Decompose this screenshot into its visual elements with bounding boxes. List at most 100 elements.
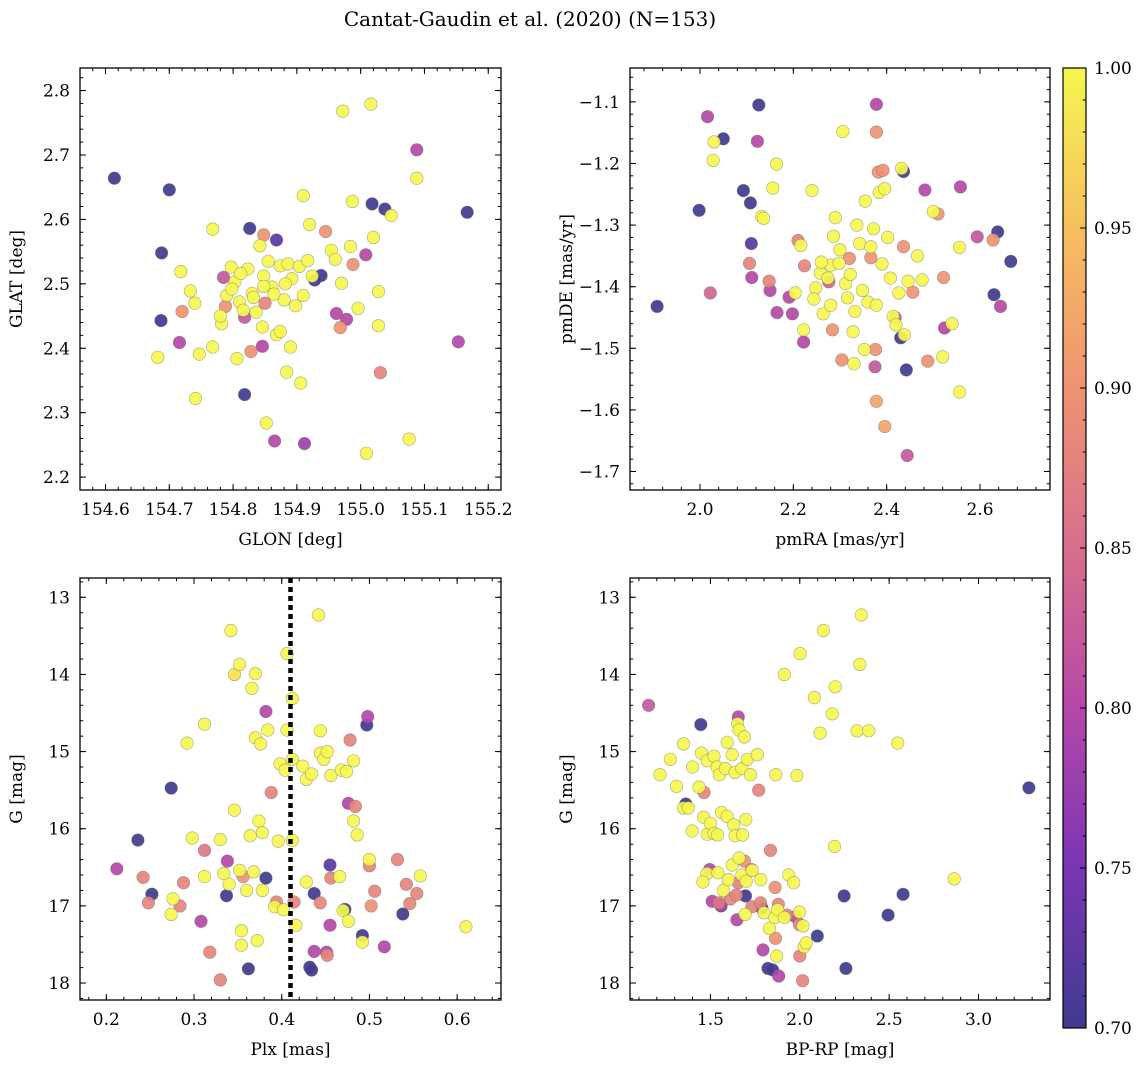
data-point bbox=[918, 183, 932, 197]
data-point bbox=[188, 296, 202, 310]
data-point bbox=[183, 284, 197, 298]
data-point bbox=[763, 843, 778, 857]
data-point bbox=[410, 886, 424, 901]
y-tick-label: −1.4 bbox=[579, 278, 620, 298]
data-point bbox=[248, 667, 262, 681]
data-point bbox=[750, 134, 765, 148]
data-point bbox=[155, 246, 169, 260]
data-point bbox=[889, 318, 903, 332]
data-point bbox=[273, 324, 287, 339]
data-point bbox=[255, 320, 270, 334]
data-point bbox=[857, 342, 871, 357]
data-point bbox=[825, 323, 840, 337]
y-tick-label: 16 bbox=[598, 820, 620, 840]
data-point bbox=[410, 171, 424, 185]
axes-frame bbox=[629, 577, 1051, 1001]
data-point bbox=[766, 181, 780, 195]
data-point bbox=[220, 854, 234, 868]
data-point bbox=[403, 896, 417, 911]
data-point bbox=[305, 767, 319, 781]
data-point bbox=[926, 204, 940, 219]
data-point bbox=[362, 852, 377, 867]
data-point bbox=[891, 736, 905, 750]
data-point bbox=[261, 254, 275, 268]
data-point bbox=[694, 717, 708, 732]
data-point bbox=[459, 920, 473, 934]
data-point bbox=[305, 269, 319, 283]
data-point bbox=[869, 97, 884, 111]
data-point bbox=[197, 717, 212, 731]
data-point bbox=[862, 724, 876, 738]
data-point bbox=[213, 973, 227, 987]
y-tick-label: 15 bbox=[598, 743, 620, 763]
y-axis-label: G [mag] bbox=[557, 754, 577, 823]
data-point bbox=[222, 877, 236, 891]
x-tick-label: 154.9 bbox=[273, 500, 322, 520]
data-point bbox=[252, 814, 266, 828]
data-point bbox=[328, 252, 342, 266]
data-point bbox=[869, 125, 884, 139]
data-point bbox=[343, 733, 357, 747]
data-point bbox=[852, 237, 867, 251]
data-point bbox=[878, 182, 892, 196]
data-point bbox=[107, 171, 121, 185]
data-point bbox=[320, 744, 334, 759]
data-point bbox=[110, 862, 124, 876]
scatter-panel-3: 0.2 0.3 0.4 0.5 0.6 13 14 15 16 17 18 Plx [mas] G [m… bbox=[7, 577, 502, 1060]
data-point bbox=[894, 161, 909, 175]
data-point bbox=[703, 286, 717, 300]
data-point bbox=[796, 323, 811, 337]
data-point bbox=[735, 828, 750, 842]
scatter-panel-4: 1.5 2.0 2.5 3.0 13 14 15 16 17 18 BP-RP [mag] G [ma… bbox=[557, 577, 1051, 1060]
data-point bbox=[319, 225, 333, 239]
data-point bbox=[953, 180, 968, 194]
data-point bbox=[795, 974, 810, 988]
axes-frame bbox=[79, 577, 502, 1001]
points bbox=[107, 97, 474, 460]
data-point bbox=[307, 886, 321, 901]
data-point bbox=[277, 293, 291, 307]
data-point bbox=[685, 824, 699, 838]
data-point bbox=[663, 752, 678, 766]
data-point bbox=[835, 353, 849, 367]
data-point bbox=[233, 863, 247, 878]
data-point bbox=[336, 903, 350, 918]
data-point bbox=[341, 914, 356, 928]
data-point bbox=[365, 197, 379, 211]
data-point bbox=[796, 335, 811, 349]
data-point bbox=[744, 237, 758, 251]
data-point bbox=[197, 869, 212, 884]
data-point bbox=[869, 298, 884, 312]
data-point bbox=[796, 919, 810, 933]
data-point bbox=[172, 335, 187, 350]
data-point bbox=[952, 240, 967, 254]
data-point bbox=[970, 230, 984, 244]
data-point bbox=[832, 256, 846, 270]
data-point bbox=[249, 305, 263, 319]
data-point bbox=[807, 690, 822, 705]
data-point bbox=[799, 936, 813, 950]
data-point bbox=[875, 257, 889, 271]
data-point bbox=[224, 623, 238, 638]
data-point bbox=[320, 948, 334, 962]
ticks bbox=[79, 68, 502, 491]
data-point bbox=[676, 737, 691, 751]
data-point bbox=[742, 256, 757, 270]
x-tick-label: 154.8 bbox=[209, 500, 258, 520]
data-point bbox=[359, 446, 374, 460]
y-tick-label: −1.2 bbox=[579, 154, 620, 174]
data-point bbox=[236, 303, 250, 317]
data-point bbox=[180, 736, 194, 750]
data-point bbox=[745, 270, 759, 285]
data-point bbox=[359, 248, 373, 262]
data-point bbox=[234, 938, 248, 952]
data-point bbox=[777, 667, 792, 682]
data-point bbox=[858, 194, 872, 208]
data-point bbox=[271, 834, 285, 848]
data-point bbox=[296, 288, 310, 303]
data-point bbox=[224, 260, 238, 274]
data-point bbox=[243, 829, 257, 843]
x-axis-label: pmRA [mas/yr] bbox=[775, 530, 904, 550]
data-point bbox=[936, 270, 951, 285]
data-point bbox=[255, 883, 270, 898]
